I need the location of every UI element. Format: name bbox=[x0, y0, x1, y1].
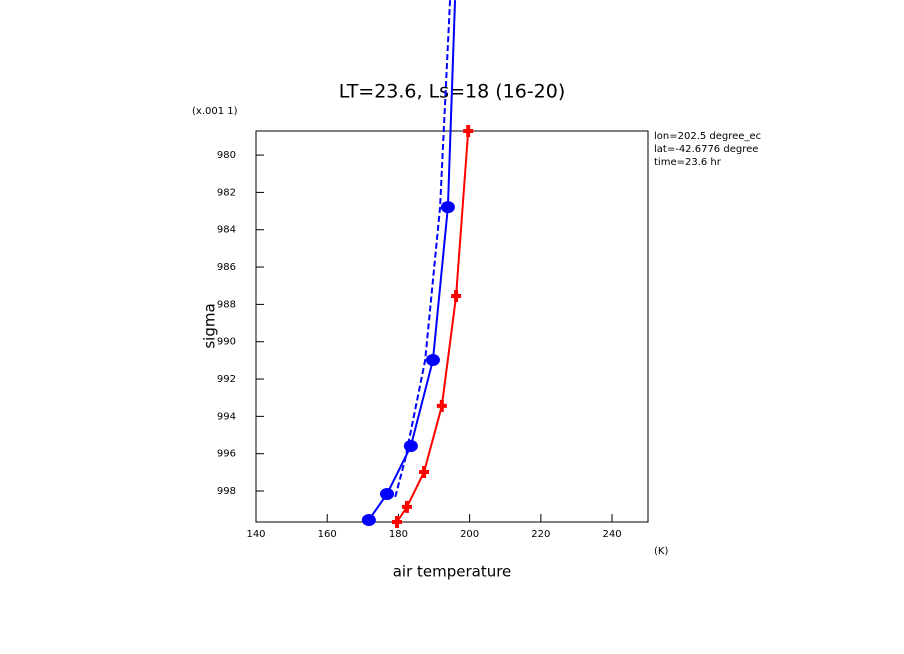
x-tick-label: 160 bbox=[318, 529, 337, 540]
y-axis-label: sigma bbox=[201, 303, 219, 348]
point-marker bbox=[451, 289, 462, 302]
y-tick-label: 980 bbox=[217, 150, 236, 161]
x-axis-unit: (K) bbox=[654, 546, 668, 557]
x-axis-label: air temperature bbox=[393, 563, 512, 581]
x-tick-label: 240 bbox=[602, 529, 621, 540]
point-marker bbox=[391, 516, 402, 528]
y-tick-label: 990 bbox=[217, 337, 236, 348]
point-marker bbox=[361, 513, 376, 526]
y-axis-unit: (x.001 1) bbox=[192, 106, 238, 117]
y-tick-label: 996 bbox=[217, 449, 236, 460]
x-tick-label: 180 bbox=[389, 529, 408, 540]
series-line bbox=[396, 130, 470, 523]
x-tick-label: 140 bbox=[246, 529, 265, 540]
point-marker bbox=[463, 125, 474, 137]
y-tick-label: 994 bbox=[217, 411, 236, 422]
point-marker bbox=[401, 500, 412, 513]
y-tick-label: 986 bbox=[217, 262, 236, 273]
point-marker bbox=[436, 399, 447, 412]
x-tick-label: 220 bbox=[531, 529, 550, 540]
series-line bbox=[393, 0, 452, 499]
y-tick-label: 982 bbox=[217, 187, 236, 198]
annotation: time=23.6 hr bbox=[654, 157, 722, 168]
y-tick-label: 998 bbox=[217, 486, 236, 497]
point-marker bbox=[440, 201, 455, 214]
y-tick-label: 992 bbox=[217, 374, 236, 385]
plot-frame bbox=[255, 130, 649, 523]
annotation: lon=202.5 degree_ec bbox=[654, 131, 761, 142]
point-marker bbox=[425, 354, 440, 367]
point-marker bbox=[419, 465, 430, 478]
point-marker bbox=[403, 440, 418, 453]
y-tick-label: 984 bbox=[217, 225, 236, 236]
x-tick-label: 200 bbox=[460, 529, 479, 540]
y-tick-label: 988 bbox=[217, 299, 236, 310]
annotation: lat=-42.6776 degree bbox=[654, 144, 758, 155]
point-marker bbox=[380, 488, 395, 501]
